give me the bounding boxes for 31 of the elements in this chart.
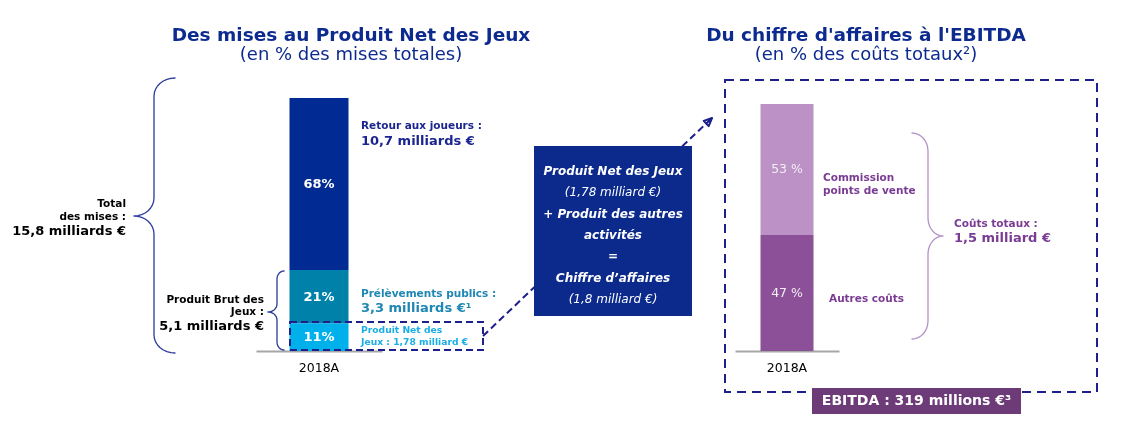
text: Du chiffre d'affaires à l'EBITDA xyxy=(706,23,1027,45)
series-label: Prélèvements publics : xyxy=(361,287,497,299)
data-label: 53 % xyxy=(771,161,803,177)
text: Produit Net des Jeux xyxy=(543,164,684,178)
text: (1,78 milliard €) xyxy=(564,185,662,200)
data-label: 68% xyxy=(303,176,335,192)
data-label: 21% xyxy=(303,288,335,304)
data-label: 47 % xyxy=(771,284,803,300)
series-label: Autres coûts xyxy=(829,292,905,304)
text: Total des mises : xyxy=(59,197,126,222)
text: Chiffre d’affaires xyxy=(555,270,671,285)
series-label: Produit Net des Jeux : 1,78 milliard € xyxy=(360,324,469,347)
text: 15,8 milliards € xyxy=(12,223,126,238)
text: 5,1 milliards € xyxy=(159,318,264,333)
chart-subtitle: (en % des mises totales) xyxy=(239,43,463,64)
text: Coûts totaux : xyxy=(954,217,1038,229)
text: EBITDA : 319 millions €³ xyxy=(821,392,1012,408)
text: (1,8 milliard €) xyxy=(568,291,658,306)
text: = xyxy=(607,249,619,264)
series-label: Commission points de vente xyxy=(823,171,916,196)
x-tick-label: 2018A xyxy=(298,359,340,375)
text: + Produit des autres activités xyxy=(543,206,683,242)
text: 3,3 milliards €¹ xyxy=(361,300,472,315)
text: 1,5 milliard € xyxy=(954,230,1051,245)
series-label: Retour aux joueurs : xyxy=(361,119,482,131)
chart-title: Des mises au Produit Net des Jeux xyxy=(171,23,531,45)
data-label: 11% xyxy=(303,329,335,345)
x-tick-label: 2018A xyxy=(766,359,808,375)
text: 10,7 milliards € xyxy=(361,133,475,148)
text: (en % des coûts totaux²) xyxy=(754,43,978,64)
text: Produit Brut des Jeux : xyxy=(166,292,264,318)
